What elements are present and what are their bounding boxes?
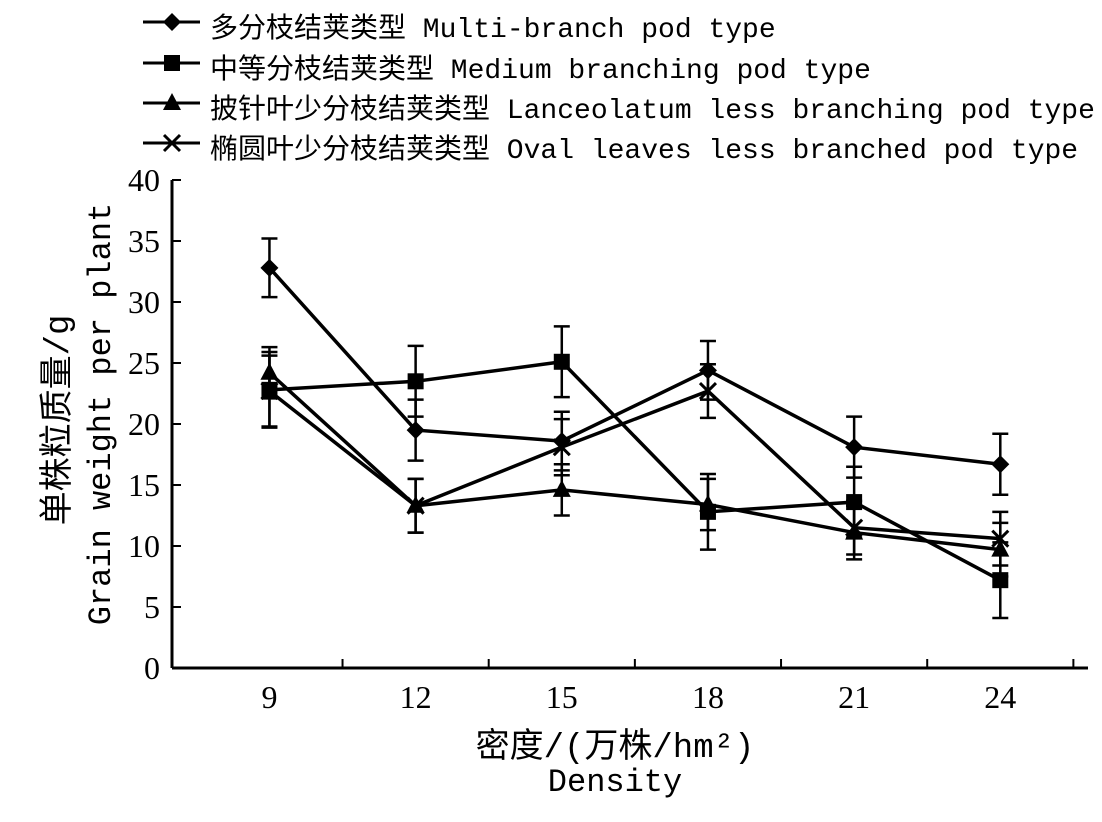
data-point-diamond [991,455,1010,474]
series-line [268,266,1001,466]
legend-marker-triangle [163,93,181,110]
data-point-diamond [260,258,279,277]
y-tick-label: 5 [144,589,160,625]
legend-marker-cross [162,133,182,153]
x-axis-title-cn: 密度/(万株/hm²) [476,727,755,768]
legend-item-oval-leaves: 椭圆叶少分枝结荚类型 Oval leaves less branched pod… [143,133,1078,167]
y-axis-title-en: Grain weight per plant [83,203,120,625]
x-tick-label: 21 [838,679,870,715]
y-tick-label: 25 [128,345,160,381]
y-tick-label: 15 [128,467,160,503]
series-layer [260,237,1010,620]
legend-item-lanceolatum: 披针叶少分枝结荚类型 Lanceolatum less branching po… [143,93,1095,127]
data-point-cross [406,496,425,515]
legend-marker-diamond [163,13,181,31]
x-tick-label: 24 [984,679,1016,715]
y-tick-label: 40 [128,162,160,198]
x-tick-label: 15 [546,679,578,715]
y-tick-label: 20 [128,406,160,442]
data-point-cross [552,438,571,457]
y-axis-ticks: 0 5 10 15 20 25 30 35 40 [128,162,181,686]
data-point-triangle [698,494,717,512]
legend: 多分枝结荚类型 Multi-branch pod type 中等分枝结荚类型 M… [143,12,1095,167]
x-tick-label: 9 [261,679,277,715]
data-point-cross [698,381,718,401]
data-point-triangle [552,479,571,497]
x-axis-title-en: Density [548,764,682,801]
legend-item-multi-branch: 多分枝结荚类型 Multi-branch pod type [143,12,776,46]
series-diamond [260,237,1010,497]
data-point-diamond [845,438,864,457]
data-point-square [407,373,424,390]
series-line [268,389,1001,541]
x-tick-label: 12 [400,679,432,715]
legend-marker-triangle [163,93,181,110]
legend-marker-diamond [163,13,181,31]
y-tick-label: 30 [128,284,160,320]
legend-label-lanceolatum: 披针叶少分枝结荚类型 Lanceolatum less branching po… [210,93,1095,127]
legend-label-medium-branching: 中等分枝结荚类型 Medium branching pod type [210,53,871,87]
y-axis-title-cn: 单株粒质量/g [38,315,79,526]
series-line [268,371,1001,552]
data-point-cross [260,381,279,401]
y-tick-label: 10 [128,528,160,564]
data-point-cross [991,529,1010,548]
legend-item-medium-branching: 中等分枝结荚类型 Medium branching pod type [143,53,871,87]
y-tick-label: 0 [144,650,160,686]
legend-marker-square [164,55,180,71]
series-line [269,359,1002,582]
data-point-diamond [406,421,425,440]
legend-marker-cross [162,133,182,153]
y-tick-label: 35 [128,223,160,259]
data-point-cross [845,518,864,537]
legend-label-multi-branch: 多分枝结荚类型 Multi-branch pod type [210,12,776,46]
x-axis-ticks: 9 12 15 18 21 24 [261,659,1075,715]
x-tick-label: 18 [692,679,724,715]
data-point-square [553,353,570,370]
legend-marker-square [164,55,180,71]
legend-label-oval-leaves: 椭圆叶少分枝结荚类型 Oval leaves less branched pod… [210,133,1078,167]
series-cross [260,354,1010,567]
